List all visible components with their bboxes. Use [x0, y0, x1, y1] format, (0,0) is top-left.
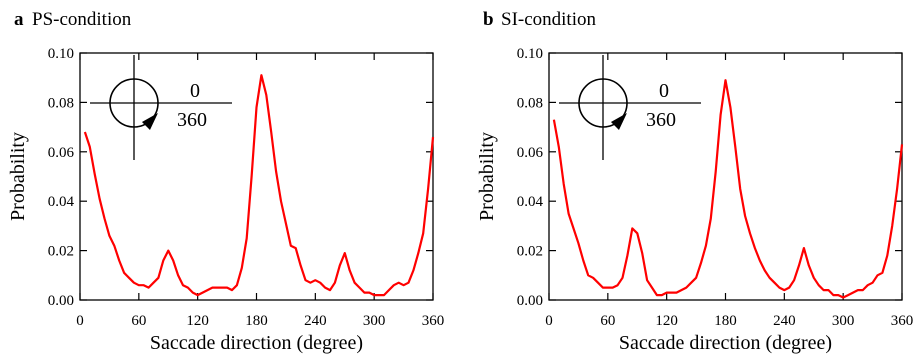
- plot-frame: [548, 52, 903, 301]
- x-tick-label: 240: [304, 313, 327, 329]
- y-tick-label: 0.06: [517, 145, 544, 161]
- inset-label-360: 360: [177, 109, 207, 131]
- x-tick-label: 120: [655, 313, 678, 329]
- arrowhead-icon: [610, 112, 627, 130]
- chart-title: PS-condition: [32, 9, 132, 30]
- x-tick-label: 300: [832, 313, 855, 329]
- x-tick-label: 0: [76, 313, 84, 329]
- series-line: [83, 74, 435, 297]
- x-tick-label: 60: [600, 313, 615, 329]
- x-tick-label: 60: [131, 313, 146, 329]
- x-axis-label: Saccade direction (degree): [619, 332, 832, 354]
- panel-b: b SI-condition 0 60 120 180 240 300 360 0.00 0.02 0…: [476, 9, 913, 354]
- x-tick-label: 300: [363, 313, 386, 329]
- x-tick-label: 360: [891, 313, 914, 329]
- y-tick-label: 0.08: [48, 95, 74, 111]
- arrowhead-icon: [141, 112, 158, 130]
- panel-a: a PS-condition 0 60 120 180 240 300 360 0.00 0.02 0…: [7, 9, 444, 354]
- x-tick-label: 360: [422, 313, 445, 329]
- y-tick-label: 0.04: [48, 194, 75, 210]
- x-tick-label: 0: [545, 313, 553, 329]
- x-tick-label: 240: [773, 313, 796, 329]
- panel-letter: a: [14, 9, 24, 30]
- inset-label-360: 360: [646, 109, 676, 131]
- y-tick-label: 0.00: [48, 293, 74, 309]
- y-tick-label: 0.02: [48, 244, 74, 260]
- inset-label-0: 0: [190, 80, 200, 102]
- y-tick-label: 0.10: [48, 46, 74, 62]
- x-axis-label: Saccade direction (degree): [150, 332, 363, 354]
- chart-title: SI-condition: [501, 9, 596, 30]
- y-tick-label: 0.06: [48, 145, 75, 161]
- y-tick-label: 0.02: [517, 244, 543, 260]
- plot-frame: [79, 52, 434, 301]
- panel-letter: b: [483, 9, 494, 30]
- y-tick-label: 0.08: [517, 95, 543, 111]
- y-axis-label: Probability: [476, 132, 498, 221]
- x-tick-label: 180: [714, 313, 737, 329]
- x-tick-label: 180: [245, 313, 268, 329]
- x-tick-label: 120: [186, 313, 209, 329]
- inset-label-0: 0: [659, 80, 669, 102]
- y-axis-label: Probability: [7, 132, 29, 221]
- y-tick-label: 0.04: [517, 194, 544, 210]
- y-tick-label: 0.00: [517, 293, 543, 309]
- y-tick-label: 0.10: [517, 46, 543, 62]
- series-line: [552, 79, 904, 299]
